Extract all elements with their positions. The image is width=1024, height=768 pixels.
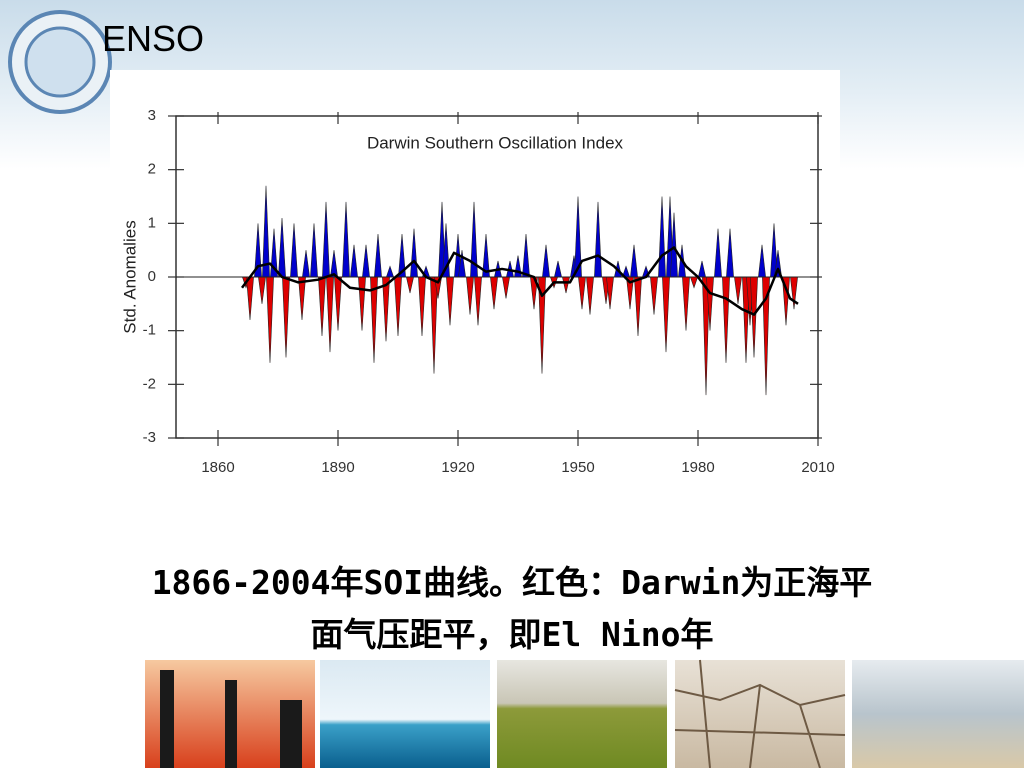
anomaly-spike (446, 276, 454, 326)
anomaly-spike (502, 276, 510, 299)
anomaly-spike (562, 276, 570, 294)
anomaly-spike (326, 276, 334, 353)
anomaly-spike (726, 228, 734, 278)
anomaly-spike (246, 276, 254, 320)
x-tick-label: 1980 (681, 459, 714, 476)
y-axis-label: Std. Anomalies (120, 220, 139, 333)
anomaly-spike (318, 276, 326, 337)
anomaly-spike (466, 276, 474, 315)
chimney (225, 680, 237, 768)
anomaly-spike (278, 217, 286, 278)
anomaly-spike (586, 276, 594, 315)
x-tick-label: 1890 (321, 459, 354, 476)
anomaly-spike (578, 276, 586, 310)
chimney (160, 670, 174, 768)
anomaly-spike (298, 276, 306, 320)
anomaly-spike (594, 201, 602, 278)
anomaly-spike (554, 260, 562, 278)
anomaly-spike (358, 276, 366, 331)
photo-field (497, 660, 667, 768)
anomaly-spike (650, 276, 658, 315)
y-tick-label: 0 (148, 268, 156, 285)
y-tick-label: -2 (143, 375, 156, 392)
anomaly-spike (490, 276, 498, 310)
anomaly-spike (418, 276, 426, 337)
photo-drought (675, 660, 845, 768)
x-tick-label: 1920 (441, 459, 474, 476)
y-tick-label: -1 (143, 322, 156, 339)
anomaly-spike (698, 260, 706, 278)
caption-line: 面气压距平，即El Nino年 (310, 615, 714, 654)
anomaly-spike (790, 276, 798, 310)
anomaly-spike (334, 276, 342, 331)
anomaly-spike (430, 276, 438, 374)
anomaly-spike (350, 244, 358, 278)
caption-line: 1866-2004年SOI曲线。红色：Darwin为正海平 (151, 563, 873, 602)
anomaly-spike (758, 244, 766, 278)
anomaly-spike (266, 276, 274, 363)
anomaly-spike (682, 276, 690, 331)
anomaly-spike (410, 228, 418, 278)
anomaly-spike (385, 265, 395, 278)
anomaly-spike (474, 276, 482, 326)
x-tick-label: 1860 (201, 459, 234, 476)
smoothed-line (240, 246, 799, 316)
anomaly-spike (542, 244, 550, 278)
y-tick-label: 2 (148, 161, 156, 178)
anomaly-spike (734, 276, 742, 304)
chimney (280, 700, 302, 768)
anomaly-spike (290, 223, 298, 278)
anomaly-spike (282, 276, 290, 358)
y-tick-label: 3 (148, 107, 156, 124)
anomaly-spike (310, 223, 318, 278)
anomaly-spike (322, 201, 330, 278)
slide-title: ENSO (102, 18, 205, 59)
anomaly-spike (342, 201, 350, 278)
anomaly-spike (522, 234, 530, 278)
y-tick-label: 1 (148, 214, 156, 231)
anomaly-spike (722, 276, 730, 363)
anomaly-spike (362, 244, 370, 278)
anomaly-spike (330, 250, 338, 278)
anomaly-spike (714, 228, 722, 278)
chart-title: Darwin Southern Oscillation Index (367, 133, 624, 152)
anomaly-spike (750, 276, 758, 358)
photo-beach (852, 660, 1024, 768)
anomaly-spike (302, 250, 310, 278)
y-tick-label: -3 (143, 429, 156, 446)
anomaly-spike (258, 276, 266, 304)
anomaly-spike (394, 276, 402, 337)
anomaly-spike (374, 234, 382, 278)
x-tick-label: 1950 (561, 459, 594, 476)
anomaly-spike (658, 196, 666, 278)
anomaly-spike (634, 276, 642, 337)
anomaly-spike (406, 276, 414, 294)
x-tick-label: 2010 (801, 459, 834, 476)
anomaly-spike (689, 276, 699, 289)
cracks (674, 659, 846, 768)
logo-inner (24, 26, 96, 98)
anomaly-spike (662, 276, 670, 353)
anomaly-spike (630, 244, 638, 278)
photo-ice (320, 660, 490, 768)
